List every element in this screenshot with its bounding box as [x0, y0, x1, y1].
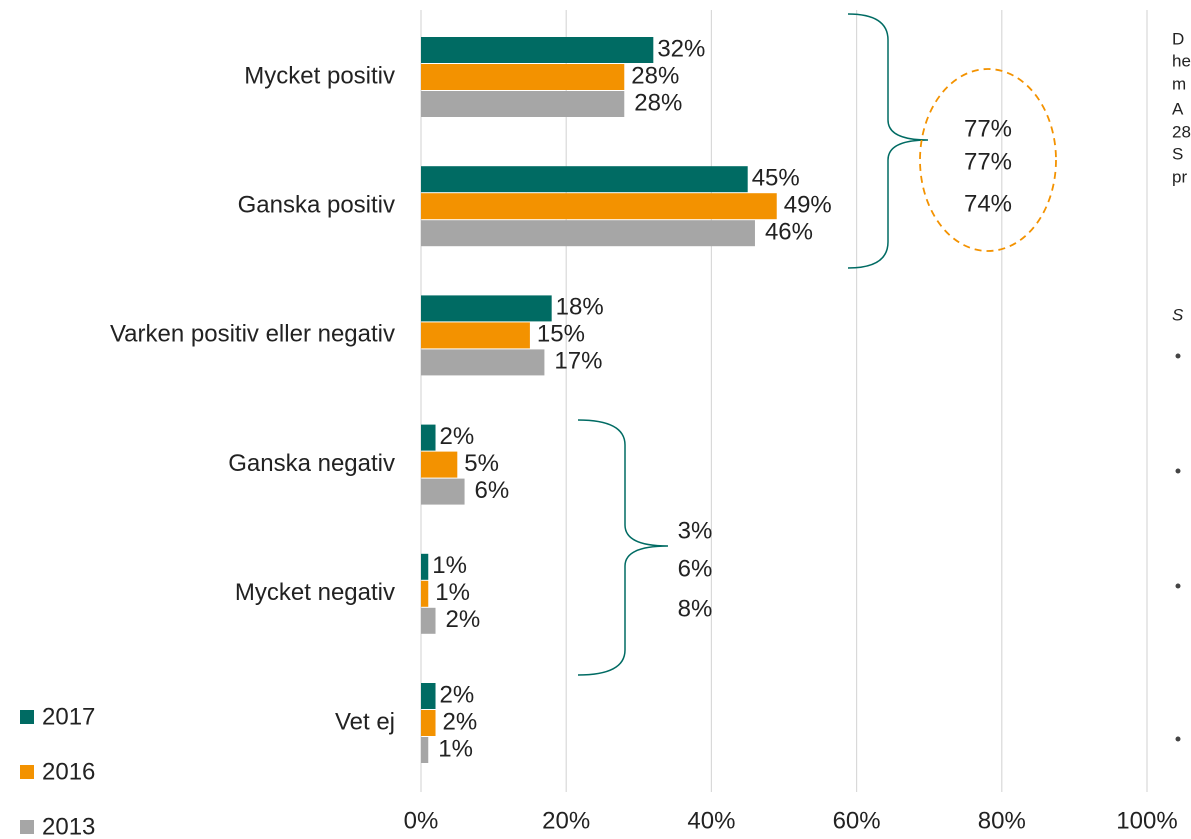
value-label: 2% — [440, 423, 475, 450]
side-text: S — [1172, 305, 1184, 324]
value-label: 2% — [440, 681, 475, 708]
legend-label: 2013 — [42, 813, 95, 839]
value-label: 15% — [537, 321, 585, 348]
bar — [421, 451, 458, 478]
value-label: 2% — [443, 708, 478, 735]
bullets — [1175, 353, 1181, 742]
bars — [421, 37, 777, 763]
value-label: 1% — [432, 552, 467, 579]
side-text: D — [1172, 29, 1184, 48]
bracket — [847, 13, 929, 269]
category-label: Mycket positiv — [244, 62, 395, 89]
value-label: 18% — [556, 294, 604, 321]
x-tick-label: 40% — [687, 807, 735, 834]
x-tick-label: 80% — [978, 807, 1026, 834]
bar — [421, 37, 654, 63]
x-tick-label: 60% — [833, 807, 881, 834]
value-label: 1% — [438, 735, 473, 762]
bar — [421, 478, 465, 505]
bar — [421, 737, 429, 763]
bar — [421, 193, 777, 220]
x-tick-label: 0% — [404, 807, 439, 834]
bar — [421, 349, 545, 376]
side-text: m — [1172, 74, 1186, 93]
value-label: 5% — [464, 450, 499, 477]
annotation-label: 77% — [964, 115, 1012, 142]
bar — [421, 710, 436, 736]
bar — [421, 322, 530, 349]
value-label: 45% — [752, 165, 800, 192]
legend-label: 2016 — [42, 758, 95, 785]
bar — [421, 64, 625, 90]
category-label: Mycket negativ — [235, 579, 395, 606]
bullet — [1175, 583, 1181, 589]
value-label: 1% — [435, 579, 470, 606]
bar — [421, 91, 625, 117]
side-text: A — [1172, 99, 1184, 118]
category-label: Ganska positiv — [238, 192, 395, 219]
legend-swatch — [20, 710, 34, 724]
bar — [421, 424, 436, 451]
bullet — [1175, 468, 1181, 474]
bullet — [1175, 353, 1181, 359]
value-label: 6% — [475, 477, 510, 504]
bar — [421, 220, 755, 247]
value-label: 28% — [631, 62, 679, 89]
bar — [421, 683, 436, 709]
side-text: 28 — [1172, 122, 1191, 141]
bar — [421, 607, 436, 634]
legend-swatch — [20, 765, 34, 779]
grid — [420, 10, 1148, 792]
legend-label: 2017 — [42, 703, 95, 730]
annotation-label: 74% — [964, 190, 1012, 217]
bar — [421, 295, 552, 322]
value-label: 17% — [554, 348, 602, 375]
annotation-label: 77% — [964, 148, 1012, 175]
value-label: 2% — [446, 606, 481, 633]
value-label: 49% — [784, 192, 832, 219]
value-label: 28% — [634, 89, 682, 116]
highlight-ellipse — [919, 68, 1057, 252]
category-label: Varken positiv eller negativ — [110, 321, 395, 348]
side-text: he — [1172, 51, 1191, 70]
x-tick-label: 100% — [1116, 807, 1177, 834]
bar — [421, 553, 429, 580]
bar — [421, 166, 748, 193]
bar — [421, 580, 429, 607]
value-label: 32% — [657, 35, 705, 62]
x-tick-label: 20% — [542, 807, 590, 834]
side-text: S — [1172, 144, 1183, 163]
side-text: pr — [1172, 167, 1187, 186]
category-label: Vet ej — [335, 708, 395, 735]
annotation-label: 8% — [678, 595, 713, 622]
bullet — [1175, 736, 1181, 742]
value-label: 46% — [765, 219, 813, 246]
annotation-label: 6% — [678, 555, 713, 582]
annotation-label: 3% — [678, 517, 713, 544]
legend-swatch — [20, 820, 34, 834]
bracket — [577, 419, 669, 676]
category-label: Ganska negativ — [228, 450, 395, 477]
